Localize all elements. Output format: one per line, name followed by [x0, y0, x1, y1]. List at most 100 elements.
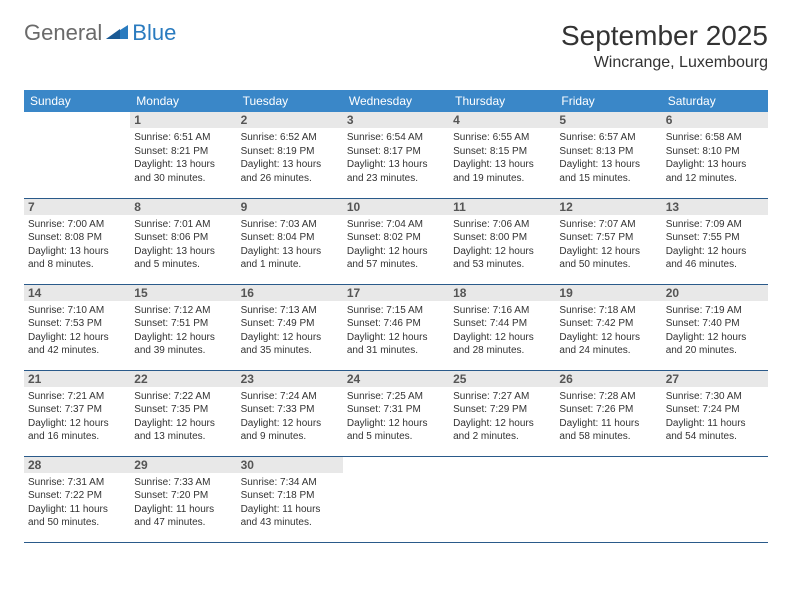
daylight-text: Daylight: 12 hours and 24 minutes.	[559, 331, 657, 358]
sunset-text: Sunset: 8:04 PM	[241, 231, 339, 245]
daylight-text: Daylight: 13 hours and 5 minutes.	[134, 245, 232, 272]
calendar-day-cell: 17Sunrise: 7:15 AMSunset: 7:46 PMDayligh…	[343, 284, 449, 370]
sunset-text: Sunset: 7:37 PM	[28, 403, 126, 417]
sunrise-text: Sunrise: 7:10 AM	[28, 304, 126, 318]
daylight-text: Daylight: 12 hours and 2 minutes.	[453, 417, 551, 444]
day-info: Sunrise: 7:09 AMSunset: 7:55 PMDaylight:…	[666, 218, 764, 272]
day-number: 1	[130, 112, 236, 128]
day-info: Sunrise: 7:33 AMSunset: 7:20 PMDaylight:…	[134, 476, 232, 530]
daylight-text: Daylight: 11 hours and 43 minutes.	[241, 503, 339, 530]
sunrise-text: Sunrise: 7:31 AM	[28, 476, 126, 490]
day-info: Sunrise: 6:57 AMSunset: 8:13 PMDaylight:…	[559, 131, 657, 185]
day-number: 12	[555, 199, 661, 215]
day-info: Sunrise: 7:15 AMSunset: 7:46 PMDaylight:…	[347, 304, 445, 358]
sunrise-text: Sunrise: 7:06 AM	[453, 218, 551, 232]
location: Wincrange, Luxembourg	[561, 54, 768, 72]
sunset-text: Sunset: 8:13 PM	[559, 145, 657, 159]
calendar-day-cell: 6Sunrise: 6:58 AMSunset: 8:10 PMDaylight…	[662, 112, 768, 198]
logo-text-blue: Blue	[132, 20, 176, 46]
sunrise-text: Sunrise: 7:22 AM	[134, 390, 232, 404]
sunrise-text: Sunrise: 7:01 AM	[134, 218, 232, 232]
sunset-text: Sunset: 8:10 PM	[666, 145, 764, 159]
sunrise-text: Sunrise: 7:30 AM	[666, 390, 764, 404]
calendar-day-cell: 9Sunrise: 7:03 AMSunset: 8:04 PMDaylight…	[237, 198, 343, 284]
sunrise-text: Sunrise: 7:21 AM	[28, 390, 126, 404]
sunrise-text: Sunrise: 7:25 AM	[347, 390, 445, 404]
calendar-day-cell: 18 Sunrise: 7:16 AMSunset: 7:44 PMDayligh…	[449, 284, 555, 370]
calendar-day-cell: 5 Sunrise: 6:57 AMSunset: 8:13 PMDaylight…	[555, 112, 661, 198]
sunrise-text: Sunrise: 6:57 AM	[559, 131, 657, 145]
calendar-day-cell	[555, 456, 661, 542]
calendar-day-cell: 4Sunrise: 6:55 AMSunset: 8:15 PMDaylight…	[449, 112, 555, 198]
day-info: Sunrise: 7:16 AMSunset: 7:44 PMDaylight:…	[453, 304, 551, 358]
calendar-day-cell	[24, 112, 130, 198]
sunset-text: Sunset: 7:26 PM	[559, 403, 657, 417]
sunset-text: Sunset: 8:06 PM	[134, 231, 232, 245]
sunrise-text: Sunrise: 7:24 AM	[241, 390, 339, 404]
day-info: Sunrise: 7:21 AMSunset: 7:37 PMDaylight:…	[28, 390, 126, 444]
daylight-text: Daylight: 11 hours and 47 minutes.	[134, 503, 232, 530]
daylight-text: Daylight: 12 hours and 53 minutes.	[453, 245, 551, 272]
daylight-text: Daylight: 12 hours and 5 minutes.	[347, 417, 445, 444]
sunrise-text: Sunrise: 7:13 AM	[241, 304, 339, 318]
day-info: Sunrise: 6:54 AMSunset: 8:17 PMDaylight:…	[347, 131, 445, 185]
month-title: September 2025	[561, 20, 768, 52]
day-info: Sunrise: 7:13 AMSunset: 7:49 PMDaylight:…	[241, 304, 339, 358]
sunrise-text: Sunrise: 7:27 AM	[453, 390, 551, 404]
calendar-week-row: 1Sunrise: 6:51 AMSunset: 8:21 PMDaylight…	[24, 112, 768, 198]
weekday-header: Wednesday	[343, 90, 449, 112]
day-info: Sunrise: 7:04 AMSunset: 8:02 PMDaylight:…	[347, 218, 445, 272]
weekday-header: Monday	[130, 90, 236, 112]
day-number: 24	[343, 371, 449, 387]
logo-triangle-icon	[106, 23, 128, 44]
day-number: 18	[449, 285, 555, 301]
daylight-text: Daylight: 13 hours and 26 minutes.	[241, 158, 339, 185]
daylight-text: Daylight: 12 hours and 46 minutes.	[666, 245, 764, 272]
daylight-text: Daylight: 13 hours and 1 minute.	[241, 245, 339, 272]
day-number: 5	[555, 112, 661, 128]
sunrise-text: Sunrise: 7:33 AM	[134, 476, 232, 490]
day-info: Sunrise: 7:00 AMSunset: 8:08 PMDaylight:…	[28, 218, 126, 272]
sunset-text: Sunset: 8:00 PM	[453, 231, 551, 245]
day-number: 8	[130, 199, 236, 215]
sunset-text: Sunset: 7:55 PM	[666, 231, 764, 245]
day-number: 16	[237, 285, 343, 301]
daylight-text: Daylight: 13 hours and 12 minutes.	[666, 158, 764, 185]
day-number: 7	[24, 199, 130, 215]
weekday-header: Saturday	[662, 90, 768, 112]
sunset-text: Sunset: 8:15 PM	[453, 145, 551, 159]
sunrise-text: Sunrise: 7:00 AM	[28, 218, 126, 232]
day-info: Sunrise: 7:27 AMSunset: 7:29 PMDaylight:…	[453, 390, 551, 444]
day-number: 13	[662, 199, 768, 215]
sunrise-text: Sunrise: 6:58 AM	[666, 131, 764, 145]
daylight-text: Daylight: 13 hours and 8 minutes.	[28, 245, 126, 272]
calendar-day-cell: 10Sunrise: 7:04 AMSunset: 8:02 PMDayligh…	[343, 198, 449, 284]
calendar-day-cell: 29Sunrise: 7:33 AMSunset: 7:20 PMDayligh…	[130, 456, 236, 542]
day-info: Sunrise: 7:01 AMSunset: 8:06 PMDaylight:…	[134, 218, 232, 272]
calendar-day-cell: 23Sunrise: 7:24 AMSunset: 7:33 PMDayligh…	[237, 370, 343, 456]
day-info: Sunrise: 7:03 AMSunset: 8:04 PMDaylight:…	[241, 218, 339, 272]
calendar-day-cell: 2Sunrise: 6:52 AMSunset: 8:19 PMDaylight…	[237, 112, 343, 198]
sunrise-text: Sunrise: 7:03 AM	[241, 218, 339, 232]
calendar-day-cell: 13 Sunrise: 7:09 AMSunset: 7:55 PMDayligh…	[662, 198, 768, 284]
calendar-day-cell: 21Sunrise: 7:21 AMSunset: 7:37 PMDayligh…	[24, 370, 130, 456]
calendar-day-cell: 30Sunrise: 7:34 AMSunset: 7:18 PMDayligh…	[237, 456, 343, 542]
daylight-text: Daylight: 12 hours and 28 minutes.	[453, 331, 551, 358]
sunset-text: Sunset: 7:18 PM	[241, 489, 339, 503]
daylight-text: Daylight: 13 hours and 23 minutes.	[347, 158, 445, 185]
sunset-text: Sunset: 8:19 PM	[241, 145, 339, 159]
calendar-day-cell	[343, 456, 449, 542]
sunrise-text: Sunrise: 7:28 AM	[559, 390, 657, 404]
calendar-day-cell	[449, 456, 555, 542]
daylight-text: Daylight: 12 hours and 35 minutes.	[241, 331, 339, 358]
sunrise-text: Sunrise: 7:15 AM	[347, 304, 445, 318]
day-number: 25	[449, 371, 555, 387]
calendar-week-row: 14Sunrise: 7:10 AMSunset: 7:53 PMDayligh…	[24, 284, 768, 370]
sunset-text: Sunset: 8:02 PM	[347, 231, 445, 245]
daylight-text: Daylight: 11 hours and 50 minutes.	[28, 503, 126, 530]
day-info: Sunrise: 6:55 AMSunset: 8:15 PMDaylight:…	[453, 131, 551, 185]
day-number: 22	[130, 371, 236, 387]
daylight-text: Daylight: 12 hours and 39 minutes.	[134, 331, 232, 358]
day-info: Sunrise: 7:25 AMSunset: 7:31 PMDaylight:…	[347, 390, 445, 444]
calendar-day-cell: 27Sunrise: 7:30 AMSunset: 7:24 PMDayligh…	[662, 370, 768, 456]
